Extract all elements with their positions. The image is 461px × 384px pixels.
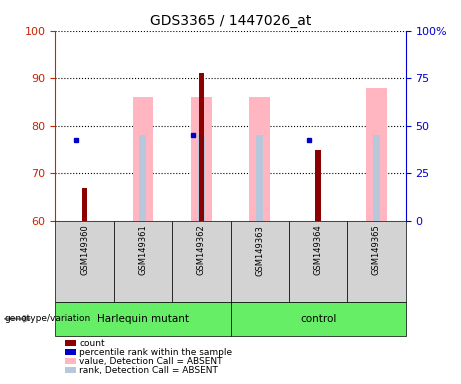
Text: rank, Detection Call = ABSENT: rank, Detection Call = ABSENT: [79, 366, 218, 374]
Bar: [139, 135, 147, 221]
Bar: [256, 135, 263, 221]
Bar: [366, 88, 387, 221]
Text: genotype/variation: genotype/variation: [5, 314, 91, 323]
Text: GSM149363: GSM149363: [255, 225, 264, 275]
Bar: [373, 135, 380, 221]
Text: GSM149362: GSM149362: [197, 225, 206, 275]
Bar: [82, 187, 87, 221]
Bar: [198, 135, 205, 221]
Bar: [133, 97, 153, 221]
Bar: [315, 149, 321, 221]
Text: value, Detection Call = ABSENT: value, Detection Call = ABSENT: [79, 357, 223, 366]
Bar: [249, 97, 270, 221]
Title: GDS3365 / 1447026_at: GDS3365 / 1447026_at: [150, 14, 311, 28]
Text: Harlequin mutant: Harlequin mutant: [97, 314, 189, 324]
Text: GSM149364: GSM149364: [313, 225, 323, 275]
Text: GSM149361: GSM149361: [138, 225, 148, 275]
Text: count: count: [79, 339, 105, 348]
Text: percentile rank within the sample: percentile rank within the sample: [79, 348, 232, 357]
Text: GSM149365: GSM149365: [372, 225, 381, 275]
Text: GSM149360: GSM149360: [80, 225, 89, 275]
Bar: [199, 73, 204, 221]
Bar: [191, 97, 212, 221]
Text: control: control: [300, 314, 336, 324]
